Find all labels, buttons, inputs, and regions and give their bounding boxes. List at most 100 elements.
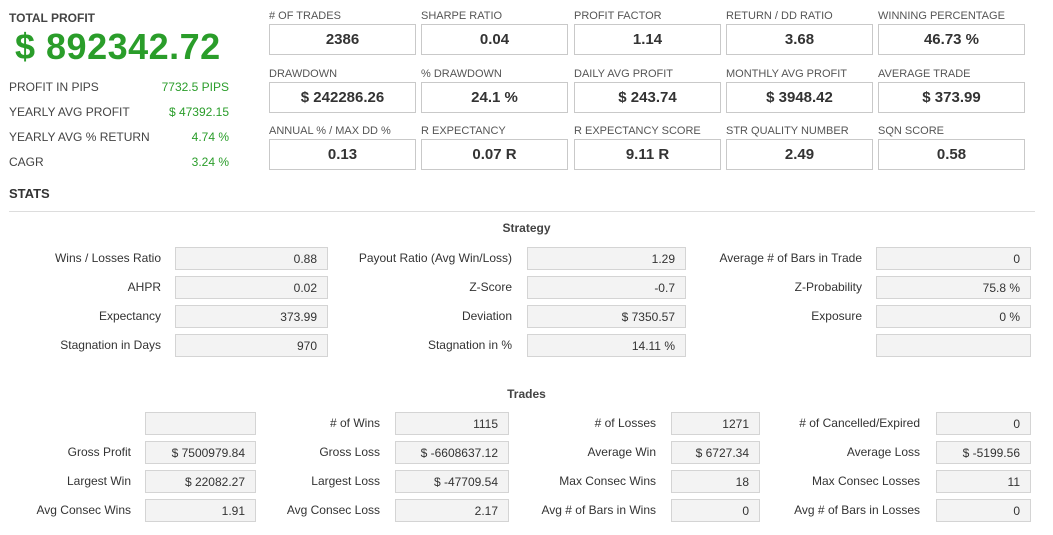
- trades-label: Avg Consec Loss: [286, 503, 380, 517]
- strategy-label: Deviation: [461, 309, 512, 323]
- trades-label: Largest Loss: [311, 474, 380, 488]
- metric-value: 46.73 %: [878, 24, 1025, 55]
- strategy-label: Z-Score: [469, 280, 512, 294]
- trades-value: $ -5199.56: [936, 441, 1031, 464]
- strategy-label: Exposure: [811, 309, 862, 323]
- metric-sqn-score: SQN SCORE 0.58: [878, 125, 1025, 170]
- stats-divider: [9, 211, 1035, 212]
- metric-label: STR QUALITY NUMBER: [726, 125, 849, 137]
- metric-value: 0.07 R: [421, 139, 568, 170]
- trades-value: 0: [671, 499, 760, 522]
- yearly-avg-return-label: YEARLY AVG % RETURN: [9, 130, 150, 144]
- yearly-avg-return-row: YEARLY AVG % RETURN 4.74 %: [9, 130, 229, 144]
- strategy-value: -0.7: [527, 276, 686, 299]
- metric-label: R EXPECTANCY: [421, 125, 506, 137]
- trades-label: # of Wins: [329, 416, 380, 430]
- metric-value: 0.13: [269, 139, 416, 170]
- metric-r-expectancy: R EXPECTANCY 0.07 R: [421, 125, 568, 170]
- strategy-value: 970: [175, 334, 328, 357]
- trades-label: Avg # of Bars in Wins: [541, 503, 657, 517]
- profit-in-pips-value: 7732.5 PIPS: [161, 80, 229, 94]
- trades-value: 1.91: [145, 499, 256, 522]
- strategy-label: Expectancy: [98, 309, 161, 323]
- trades-value: $ 6727.34: [671, 441, 760, 464]
- metric-profit-factor: PROFIT FACTOR 1.14: [574, 10, 721, 55]
- metric-value: $ 373.99: [878, 82, 1025, 113]
- trades-label: Gross Profit: [67, 445, 131, 459]
- metric-value: 2386: [269, 24, 416, 55]
- metric-value: 1.14: [574, 24, 721, 55]
- metric-daily-avg-profit: DAILY AVG PROFIT $ 243.74: [574, 68, 721, 113]
- metric-num-trades: # OF TRADES 2386: [269, 10, 416, 55]
- trades-value: $ -6608637.12: [395, 441, 509, 464]
- trades-label: Max Consec Losses: [811, 474, 920, 488]
- metric-sharpe-ratio: SHARPE RATIO 0.04: [421, 10, 568, 55]
- stats-title: STATS: [9, 186, 50, 201]
- trades-value: 0: [936, 412, 1031, 435]
- metric-percent-drawdown: % DRAWDOWN 24.1 %: [421, 68, 568, 113]
- trades-label: Avg Consec Wins: [36, 503, 131, 517]
- metric-value: 24.1 %: [421, 82, 568, 113]
- strategy-value-empty: [876, 334, 1031, 357]
- trades-label: Largest Win: [66, 474, 131, 488]
- metric-label: SHARPE RATIO: [421, 10, 503, 22]
- metric-label: # OF TRADES: [269, 10, 341, 22]
- metric-label: % DRAWDOWN: [421, 68, 502, 80]
- metric-return-dd-ratio: RETURN / DD RATIO 3.68: [726, 10, 873, 55]
- strategy-value: 14.11 %: [527, 334, 686, 357]
- yearly-avg-profit-row: YEARLY AVG PROFIT $ 47392.15: [9, 105, 229, 119]
- strategy-label: Average # of Bars in Trade: [719, 251, 862, 265]
- trades-value: 11: [936, 470, 1031, 493]
- metric-annual-max-dd: ANNUAL % / MAX DD % 0.13: [269, 125, 416, 170]
- metric-average-trade: AVERAGE TRADE $ 373.99: [878, 68, 1025, 113]
- trades-value: $ -47709.54: [395, 470, 509, 493]
- metric-label: RETURN / DD RATIO: [726, 10, 833, 22]
- total-profit-value: $ 892342.72: [15, 26, 221, 67]
- strategy-value: 0.88: [175, 247, 328, 270]
- metric-label: DAILY AVG PROFIT: [574, 68, 674, 80]
- strategy-label: Wins / Losses Ratio: [54, 251, 161, 265]
- metric-value: 0.04: [421, 24, 568, 55]
- yearly-avg-profit-value: $ 47392.15: [168, 105, 229, 119]
- trades-value: 0: [936, 499, 1031, 522]
- trades-label: Gross Loss: [319, 445, 380, 459]
- metric-value: 3.68: [726, 24, 873, 55]
- trades-value: 1271: [671, 412, 760, 435]
- trades-label: Average Loss: [846, 445, 920, 459]
- strategy-label: Stagnation in Days: [60, 338, 161, 352]
- metric-monthly-avg-profit: MONTHLY AVG PROFIT $ 3948.42: [726, 68, 873, 113]
- metric-label: SQN SCORE: [878, 125, 945, 137]
- metric-label: AVERAGE TRADE: [878, 68, 971, 80]
- trades-value: $ 22082.27: [145, 470, 256, 493]
- metric-str-quality-number: STR QUALITY NUMBER 2.49: [726, 125, 873, 170]
- strategy-value: 1.29: [527, 247, 686, 270]
- cagr-value: 3.24 %: [191, 155, 229, 169]
- metric-label: ANNUAL % / MAX DD %: [269, 125, 391, 137]
- trades-value: 2.17: [395, 499, 509, 522]
- yearly-avg-profit-label: YEARLY AVG PROFIT: [9, 105, 130, 119]
- trades-section-title: Trades: [507, 387, 546, 401]
- trades-label: # of Losses: [594, 416, 656, 430]
- trades-label: Average Win: [587, 445, 656, 459]
- trades-label: Avg # of Bars in Losses: [794, 503, 920, 517]
- strategy-label: Z-Probability: [794, 280, 862, 294]
- strategy-label: AHPR: [127, 280, 161, 294]
- metric-r-expectancy-score: R EXPECTANCY SCORE 9.11 R: [574, 125, 721, 170]
- metric-value: $ 243.74: [574, 82, 721, 113]
- metric-label: MONTHLY AVG PROFIT: [726, 68, 848, 80]
- yearly-avg-return-value: 4.74 %: [191, 130, 229, 144]
- trades-value: 1115: [395, 412, 509, 435]
- metric-drawdown: DRAWDOWN $ 242286.26: [269, 68, 416, 113]
- metric-label: WINNING PERCENTAGE: [878, 10, 1005, 22]
- metric-value: 0.58: [878, 139, 1025, 170]
- strategy-value: 0: [876, 247, 1031, 270]
- metric-value: $ 242286.26: [269, 82, 416, 113]
- strategy-value: 75.8 %: [876, 276, 1031, 299]
- cagr-label: CAGR: [9, 155, 44, 169]
- metric-value: 9.11 R: [574, 139, 721, 170]
- cagr-row: CAGR 3.24 %: [9, 155, 229, 169]
- trades-value-empty: [145, 412, 256, 435]
- metric-winning-percentage: WINNING PERCENTAGE 46.73 %: [878, 10, 1025, 55]
- metric-label: R EXPECTANCY SCORE: [574, 125, 701, 137]
- strategy-value: 373.99: [175, 305, 328, 328]
